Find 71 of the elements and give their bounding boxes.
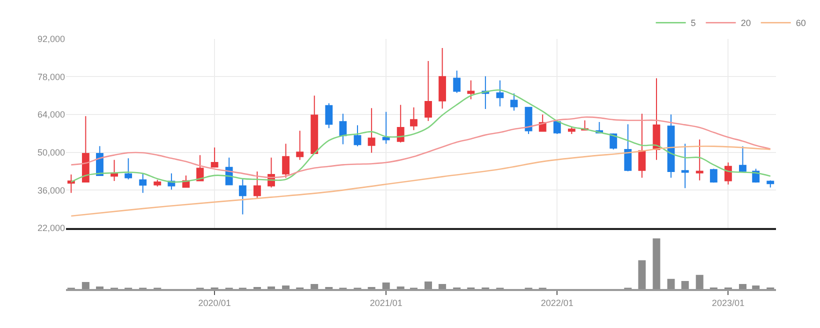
bar xyxy=(282,286,290,290)
candlestick xyxy=(467,80,475,100)
candlestick xyxy=(524,106,532,135)
candlestick xyxy=(739,146,746,173)
bar xyxy=(638,260,646,290)
y-tick-label: 78,000 xyxy=(37,72,65,82)
candlestick xyxy=(724,162,732,186)
y-tick-label: 92,000 xyxy=(37,34,65,44)
candlestick xyxy=(410,106,418,131)
y-tick-label: 64,000 xyxy=(37,110,65,120)
bar xyxy=(96,286,104,290)
bar xyxy=(752,286,760,290)
bar xyxy=(268,286,276,290)
bar xyxy=(738,284,746,290)
candlestick xyxy=(354,124,362,147)
candlestick xyxy=(382,111,390,144)
candlestick xyxy=(396,104,404,144)
bar xyxy=(652,238,660,290)
candlestick xyxy=(154,179,162,188)
candlestick xyxy=(424,60,432,122)
candlestick xyxy=(652,78,660,160)
candlestick xyxy=(553,120,561,135)
line-series xyxy=(70,116,772,178)
candlestick xyxy=(253,171,261,200)
legend-label: 60 xyxy=(796,18,806,28)
candlestick xyxy=(667,114,675,178)
candlestick xyxy=(510,92,518,112)
legend-label: 20 xyxy=(740,18,751,28)
candlestick xyxy=(325,102,333,129)
candlestick xyxy=(310,95,318,154)
bar xyxy=(310,284,318,290)
candlestick xyxy=(282,143,290,178)
line-series xyxy=(70,146,772,217)
candlestick xyxy=(82,116,90,182)
candlestick xyxy=(110,159,118,182)
bar xyxy=(82,282,90,290)
candlestick xyxy=(368,108,376,154)
candlestick xyxy=(453,70,461,94)
candlestick xyxy=(139,172,147,194)
candlestick xyxy=(496,80,504,107)
bar xyxy=(681,280,689,290)
candlestick xyxy=(238,178,246,215)
candlestick xyxy=(210,147,218,168)
bar xyxy=(696,274,704,290)
candlestick xyxy=(196,154,204,182)
candlestick xyxy=(67,174,75,194)
y-tick-label: 50,000 xyxy=(37,148,65,158)
candlestick xyxy=(568,126,576,135)
candlestick xyxy=(710,168,718,184)
candlestick xyxy=(339,113,347,145)
bar xyxy=(438,284,446,290)
y-tick-label: 36,000 xyxy=(37,185,65,196)
candlestick xyxy=(696,139,704,181)
candlestick xyxy=(638,113,646,178)
bar xyxy=(424,281,432,290)
x-tick-label: 2022/01 xyxy=(540,298,574,308)
candlestick xyxy=(681,143,689,189)
candlestick xyxy=(766,180,774,188)
x-tick-label: 2020/01 xyxy=(198,298,231,308)
bar xyxy=(667,278,675,290)
y-tick-label: 22,000 xyxy=(37,223,65,234)
bar xyxy=(382,282,390,290)
bar xyxy=(396,286,404,290)
legend-label: 5 xyxy=(690,18,696,28)
candlestick xyxy=(624,124,632,172)
x-tick-label: 2023/01 xyxy=(712,298,744,308)
candlestick xyxy=(438,47,446,110)
candlestick xyxy=(124,158,132,180)
x-tick-label: 2021/01 xyxy=(370,298,402,308)
line-series xyxy=(70,89,772,183)
candlestick xyxy=(296,130,304,160)
